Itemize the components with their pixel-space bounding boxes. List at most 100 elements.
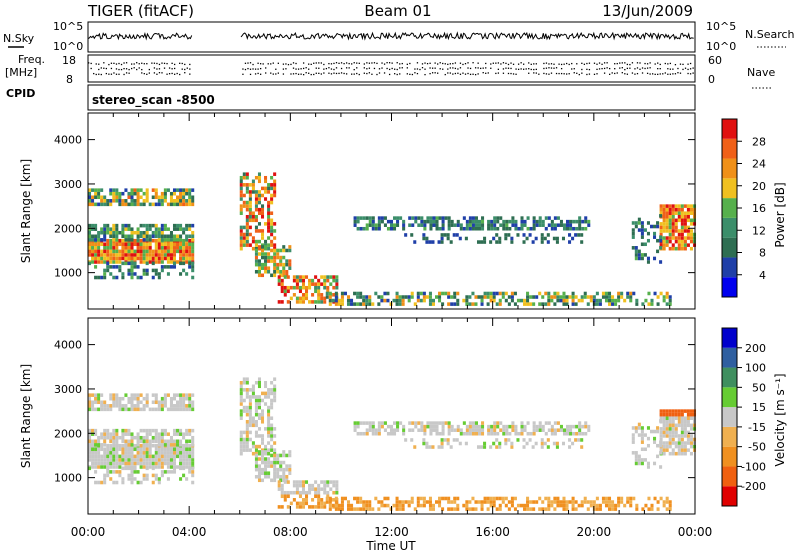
power-cell xyxy=(88,227,92,231)
velocity-cell xyxy=(157,480,161,485)
velocity-cell xyxy=(188,447,192,452)
power-cell xyxy=(139,256,143,261)
velocity-cell xyxy=(480,507,484,511)
velocity-cell xyxy=(154,396,158,401)
freq-dot xyxy=(442,68,444,70)
velocity-cell xyxy=(257,478,261,483)
velocity-cell xyxy=(432,428,436,432)
freq-dot xyxy=(305,67,307,69)
velocity-cell xyxy=(441,424,445,429)
power-cell xyxy=(257,252,261,256)
velocity-cell xyxy=(121,477,125,481)
power-cell xyxy=(665,229,669,233)
power-cell xyxy=(270,232,274,237)
power-cell xyxy=(163,191,167,196)
freq-dot xyxy=(586,62,588,65)
velocity-cell xyxy=(169,451,173,455)
velocity-cell xyxy=(239,412,243,417)
power-cell xyxy=(396,223,400,227)
power-cell xyxy=(471,226,475,231)
freq-dot xyxy=(558,72,560,75)
velocity-cell xyxy=(276,457,280,461)
velocity-cell xyxy=(528,438,532,442)
velocity-cell xyxy=(270,464,274,468)
power-cell xyxy=(121,253,125,257)
velocity-cell xyxy=(398,500,402,504)
power-cell xyxy=(154,191,158,196)
velocity-cell xyxy=(139,439,143,444)
power-cell xyxy=(559,298,563,303)
power-cell xyxy=(288,248,292,253)
velocity-cell xyxy=(276,453,280,458)
power-cell xyxy=(571,236,575,241)
velocity-cell xyxy=(413,507,417,511)
velocity-cell xyxy=(617,496,621,501)
velocity-cell xyxy=(531,445,535,449)
power-cell xyxy=(185,227,189,231)
velocity-cell xyxy=(428,503,432,508)
power-cell xyxy=(283,293,287,297)
velocity-cell xyxy=(254,402,258,406)
velocity-cell xyxy=(692,412,697,417)
power-cell xyxy=(160,260,164,264)
velocity-cell xyxy=(335,483,339,488)
velocity-cell xyxy=(426,421,430,425)
power-cell xyxy=(100,275,104,280)
velocity-cell xyxy=(374,431,378,436)
velocity-cell xyxy=(109,407,113,412)
freq-dot xyxy=(113,62,115,65)
power-cell xyxy=(526,226,530,231)
velocity-cell xyxy=(112,400,116,405)
power-cell xyxy=(160,199,164,203)
power-cell xyxy=(507,233,511,237)
velocity-cell xyxy=(677,412,681,417)
power-cell xyxy=(311,278,315,283)
velocity-cell xyxy=(353,428,357,432)
velocity-cell xyxy=(91,400,95,405)
velocity-cell xyxy=(148,451,152,455)
velocity-cell xyxy=(646,436,650,441)
velocity-cell xyxy=(280,505,284,509)
power-cell xyxy=(279,269,283,274)
velocity-cell xyxy=(511,428,515,432)
freq-dot xyxy=(249,73,252,76)
velocity-cell xyxy=(446,441,450,446)
freq-dot xyxy=(588,62,591,64)
velocity-cell xyxy=(438,503,442,508)
velocity-cell xyxy=(151,443,155,448)
velocity-cell xyxy=(182,435,186,440)
velocity-cell xyxy=(556,500,560,504)
velocity-cell xyxy=(532,428,536,432)
power-cell xyxy=(103,275,107,280)
power-cell xyxy=(145,253,149,257)
power-cell xyxy=(566,219,570,224)
velocity-cell xyxy=(133,454,137,459)
velocity-cell xyxy=(109,461,113,466)
velocity-cell xyxy=(668,416,672,420)
power-cell xyxy=(157,272,161,276)
power-cell xyxy=(356,216,360,220)
velocity-cell xyxy=(124,393,128,397)
freq-dot xyxy=(123,67,125,70)
velocity-cell xyxy=(674,441,678,445)
power-cell xyxy=(477,219,482,224)
power-cell xyxy=(677,214,681,219)
power-cell xyxy=(416,295,420,299)
power-cell xyxy=(130,230,134,235)
velocity-cell xyxy=(646,461,650,466)
freq-tick-high: 18 xyxy=(62,54,76,67)
velocity-cell xyxy=(148,432,152,436)
power-cell xyxy=(282,248,286,253)
velocity-cell xyxy=(535,424,539,429)
power-cell xyxy=(94,265,98,269)
freq-dot xyxy=(626,63,629,66)
power-colorbar-swatch xyxy=(722,178,737,199)
velocity-cell xyxy=(662,434,666,438)
power-cell xyxy=(270,175,274,180)
velocity-cell xyxy=(435,428,439,432)
freq-dot xyxy=(669,62,672,65)
freq-dot xyxy=(414,72,416,74)
power-cell xyxy=(264,186,268,191)
velocity-cell xyxy=(496,431,500,436)
velocity-cell xyxy=(270,416,274,420)
